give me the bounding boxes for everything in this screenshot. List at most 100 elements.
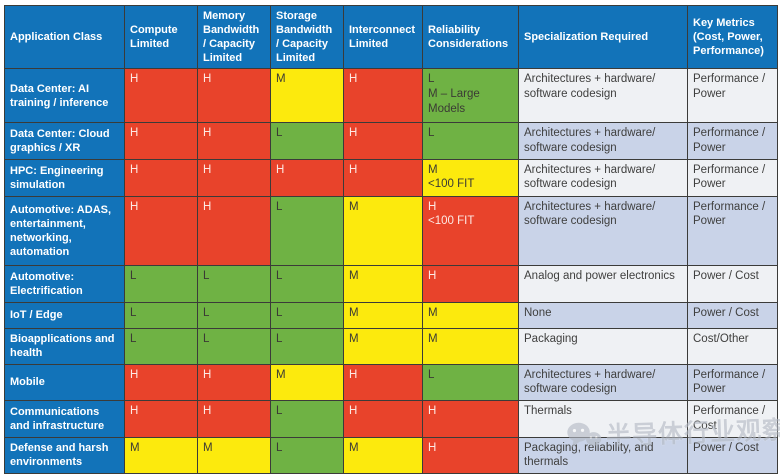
rating-cell-medium: M [343, 301, 423, 329]
application-class-cell: Automotive: Electrification [4, 264, 125, 303]
rating-cell-high: H [343, 400, 423, 438]
key-metrics-cell: Performance / Power [687, 68, 778, 124]
rating-cell-high: H [197, 400, 271, 438]
rating-cell-low: L [124, 301, 198, 329]
rating-cell-high: H [197, 122, 271, 160]
key-metrics-cell: Power / Cost [687, 436, 778, 474]
application-class-cell: Defense and harsh environments [4, 436, 125, 474]
rating-cell-low: L [270, 301, 344, 329]
table-row: Communications and infrastructure H H L H H Th… [4, 400, 778, 438]
rating-cell-low: L [270, 436, 344, 474]
rating-cell-medium: M <100 FIT [422, 158, 519, 197]
rating-cell-medium: M [124, 436, 198, 474]
key-metrics-cell: Cost/Other [687, 327, 778, 365]
rating-cell-high: H [197, 195, 271, 266]
rating-cell-high: H [124, 158, 198, 197]
specialization-cell: Packaging [518, 327, 688, 365]
table-row: Data Center: Cloud graphics / XR H H L H L Arc… [4, 122, 778, 160]
rating-cell-low: L [197, 264, 271, 303]
key-metrics-cell: Performance / Power [687, 122, 778, 160]
specialization-cell: Packaging, reliability, and thermals [518, 436, 688, 474]
specialization-cell: None [518, 301, 688, 329]
rating-cell-high: H [124, 122, 198, 160]
rating-cell-low: L [422, 363, 519, 402]
rating-cell-high: H [422, 436, 519, 474]
rating-cell-medium: M [343, 436, 423, 474]
specialization-cell: Analog and power electronics [518, 264, 688, 303]
rating-cell-low: L [270, 400, 344, 438]
rating-cell-high: H <100 FIT [422, 195, 519, 266]
rating-cell-medium: M [422, 327, 519, 365]
application-class-cell: Communications and infrastructure [4, 400, 125, 438]
key-metrics-cell: Performance / Power [687, 363, 778, 402]
table-row: Defense and harsh environments M M L M H Packa… [4, 436, 778, 474]
key-metrics-cell: Performance / Power [687, 158, 778, 197]
application-class-cell: Automotive: ADAS, entertainment, network… [4, 195, 125, 266]
rating-cell-medium: M [343, 264, 423, 303]
application-class-cell: IoT / Edge [4, 301, 125, 329]
specialization-cell: Architectures + hardware/ software codes… [518, 122, 688, 160]
rating-cell-low: L [124, 264, 198, 303]
column-header-1: Compute Limited [124, 4, 198, 70]
table-row: Data Center: AI training / inference H H M H… [4, 68, 778, 124]
rating-cell-high: H [197, 158, 271, 197]
rating-cell-high: H [343, 68, 423, 124]
rating-cell-medium: M [343, 327, 423, 365]
table-row: Automotive: ADAS, entertainment, network… [4, 195, 778, 266]
table-row: HPC: Engineering simulation H H H H M <100 FIT… [4, 158, 778, 197]
rating-cell-low: L [197, 301, 271, 329]
column-header-3: Storage Bandwidth / Capacity Limited [270, 4, 344, 70]
rating-cell-medium: M [270, 68, 344, 124]
rating-cell-high: H [197, 68, 271, 124]
application-class-cell: Mobile [4, 363, 125, 402]
rating-cell-low: L [270, 195, 344, 266]
column-header-0: Application Class [4, 4, 125, 70]
rating-cell-high: H [124, 195, 198, 266]
rating-cell-high: H [343, 122, 423, 160]
column-header-4: Interconnect Limited [343, 4, 423, 70]
rating-cell-high: H [270, 158, 344, 197]
column-header-5: Reliability Considerations [422, 4, 519, 70]
table-body: Data Center: AI training / inference H H M H… [4, 68, 778, 474]
rating-cell-medium: M [343, 195, 423, 266]
rating-cell-high: H [124, 68, 198, 124]
rating-cell-low: L [124, 327, 198, 365]
rating-cell-high: H [197, 363, 271, 402]
key-metrics-cell: Performance / Cost [687, 400, 778, 438]
specialization-cell: Architectures + hardware/ software codes… [518, 363, 688, 402]
application-class-cell: HPC: Engineering simulation [4, 158, 125, 197]
application-class-cell: Data Center: Cloud graphics / XR [4, 122, 125, 160]
column-header-2: Memory Bandwidth / Capacity Limited [197, 4, 271, 70]
rating-cell-high: H [343, 158, 423, 197]
key-metrics-cell: Power / Cost [687, 301, 778, 329]
specialization-cell: Architectures + hardware/ software codes… [518, 195, 688, 266]
column-header-7: Key Metrics (Cost, Power, Performance) [687, 4, 778, 70]
rating-cell-high: H [422, 400, 519, 438]
rating-cell-high: H [422, 264, 519, 303]
rating-cell-high: H [124, 363, 198, 402]
rating-cell-medium: M [270, 363, 344, 402]
table-row: Bioapplications and health L L L M M Packaging… [4, 327, 778, 365]
table-row: Mobile H H M H L Architectures + hardware/ sof… [4, 363, 778, 402]
rating-cell-medium: M [422, 301, 519, 329]
key-metrics-cell: Power / Cost [687, 264, 778, 303]
table-row: Automotive: Electrification L L L M H Analog a… [4, 264, 778, 303]
key-metrics-cell: Performance / Power [687, 195, 778, 266]
rating-cell-low: L [422, 122, 519, 160]
table-row: IoT / Edge L L L M M None Power / Cost [4, 301, 778, 329]
rating-cell-low: L [197, 327, 271, 365]
specialization-cell: Thermals [518, 400, 688, 438]
rating-cell-low: L [270, 122, 344, 160]
rating-cell-low: L [270, 327, 344, 365]
rating-cell-medium: M [197, 436, 271, 474]
header-row: Application Class Compute Limited Memory B… [4, 4, 778, 70]
column-header-6: Specialization Required [518, 4, 688, 70]
specialization-cell: Architectures + hardware/ software codes… [518, 158, 688, 197]
rating-cell-low: L [270, 264, 344, 303]
application-class-cell: Data Center: AI training / inference [4, 68, 125, 124]
rating-cell-high: H [343, 363, 423, 402]
application-class-matrix-table: Application Class Compute Limited Memory B… [4, 4, 778, 474]
application-class-cell: Bioapplications and health [4, 327, 125, 365]
rating-cell-high: H [124, 400, 198, 438]
